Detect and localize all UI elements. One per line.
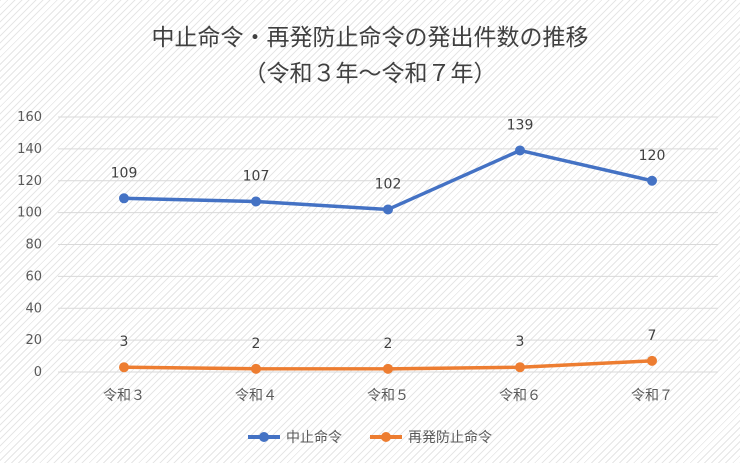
gridlines [58,116,718,373]
data-label: 120 [639,148,666,164]
legend: 中止命令 再発防止命令 [0,427,740,447]
data-label: 2 [384,336,393,352]
x-tick-label: 令和３ [103,388,145,404]
x-tick-label: 令和７ [631,388,673,404]
legend-item-1: 中止命令 [248,427,342,447]
data-label: 109 [111,165,138,181]
legend-label-2: 再発防止命令 [408,430,492,446]
x-axis: 令和３ 令和４ 令和５ 令和６ 令和７ [103,388,673,404]
y-tick-label: 0 [34,365,42,380]
y-tick-label: 80 [25,238,42,253]
y-axis: 0 20 40 60 80 100 120 140 160 [17,110,42,380]
data-label: 2 [252,336,261,352]
y-tick-label: 140 [17,142,42,157]
data-point [119,193,129,204]
legend-swatch-2 [370,432,402,442]
data-label: 139 [507,117,534,133]
data-point [515,145,525,156]
chart-title-line-1: 中止命令・再発防止命令の発出件数の推移 [151,25,589,51]
y-tick-label: 160 [17,110,42,125]
legend-item-2: 再発防止命令 [370,427,492,447]
series-2: 3 2 2 3 7 [119,328,657,374]
series-1: 109 107 102 139 120 [111,117,666,215]
y-tick-label: 120 [17,174,42,189]
data-label: 102 [375,176,402,192]
data-point [647,175,657,186]
data-point [515,362,525,373]
data-point [251,363,261,374]
data-label: 3 [120,334,129,350]
legend-label-1: 中止命令 [286,430,342,446]
legend-swatch-1 [248,432,280,442]
y-tick-label: 20 [25,333,42,348]
data-point [251,196,261,207]
data-point [383,204,393,215]
data-point [119,362,129,373]
y-tick-label: 40 [25,301,42,316]
x-tick-label: 令和５ [367,388,409,404]
y-tick-label: 100 [17,206,42,221]
series: 109 107 102 139 120 3 2 2 3 7 [111,117,666,374]
data-label: 3 [516,334,525,350]
data-point [383,363,393,374]
x-tick-label: 令和６ [499,388,541,404]
y-tick-label: 60 [25,269,42,284]
chart-title-line-2: （令和３年～令和７年） [243,61,497,87]
data-label: 107 [243,168,270,184]
data-point [647,355,657,366]
x-tick-label: 令和４ [235,388,277,404]
data-label: 7 [648,328,657,344]
